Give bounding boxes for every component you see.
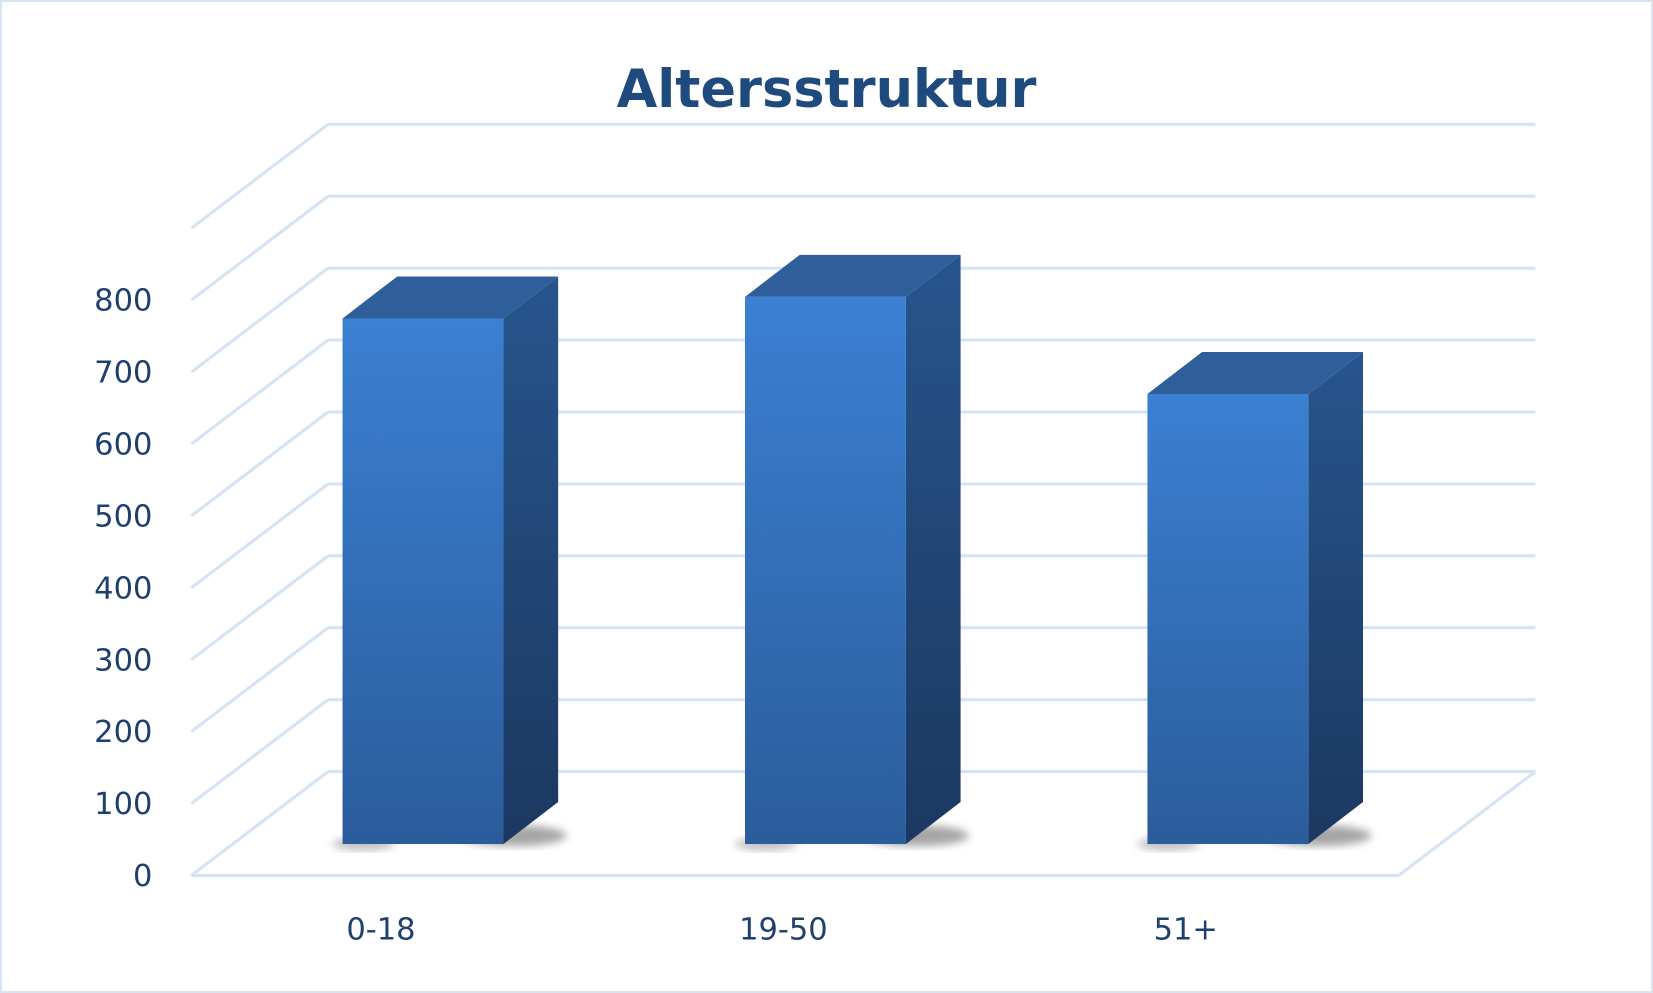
- gridline-side: [190, 266, 329, 374]
- bar-front-face: [744, 296, 906, 845]
- gridline-side: [190, 482, 329, 590]
- gridline-side: [190, 410, 329, 518]
- y-tick-label: 400: [94, 571, 152, 606]
- y-tick-label: 700: [94, 356, 152, 391]
- bar-side-face: [905, 254, 961, 845]
- bar-51+: [1136, 351, 1372, 851]
- gridline-side: [190, 194, 329, 302]
- bar-top-face: [342, 276, 559, 319]
- gridline-side: [190, 123, 329, 230]
- y-tick-label: 800: [94, 284, 152, 319]
- bar-front-face: [342, 318, 504, 845]
- x-tick-label: 0-18: [346, 913, 415, 948]
- gridline-side: [190, 770, 329, 877]
- x-tick-label: 19-50: [739, 913, 828, 948]
- bar-top-face: [1147, 351, 1364, 394]
- bar-side-face: [1308, 351, 1364, 845]
- bar-0-18: [332, 276, 567, 851]
- bar-side-face: [503, 276, 559, 845]
- y-tick-label: 600: [94, 428, 152, 463]
- gridline-side: [190, 698, 329, 805]
- gridline-side: [190, 626, 329, 733]
- chart-title: Altersstruktur: [617, 59, 1037, 120]
- y-tick-label: 200: [94, 715, 152, 750]
- x-tick-label: 51+: [1154, 913, 1218, 948]
- bar-top-face: [744, 254, 961, 297]
- bar-front-face: [1147, 393, 1309, 845]
- bar-19-50: [734, 254, 969, 851]
- floor-right-edge: [1397, 770, 1537, 877]
- y-tick-label: 300: [94, 643, 152, 678]
- y-tick-label: 0: [133, 859, 152, 894]
- gridline-side: [190, 338, 329, 446]
- gridline-side: [190, 554, 329, 662]
- y-tick-label: 500: [94, 499, 152, 534]
- y-tick-label: 100: [94, 787, 152, 822]
